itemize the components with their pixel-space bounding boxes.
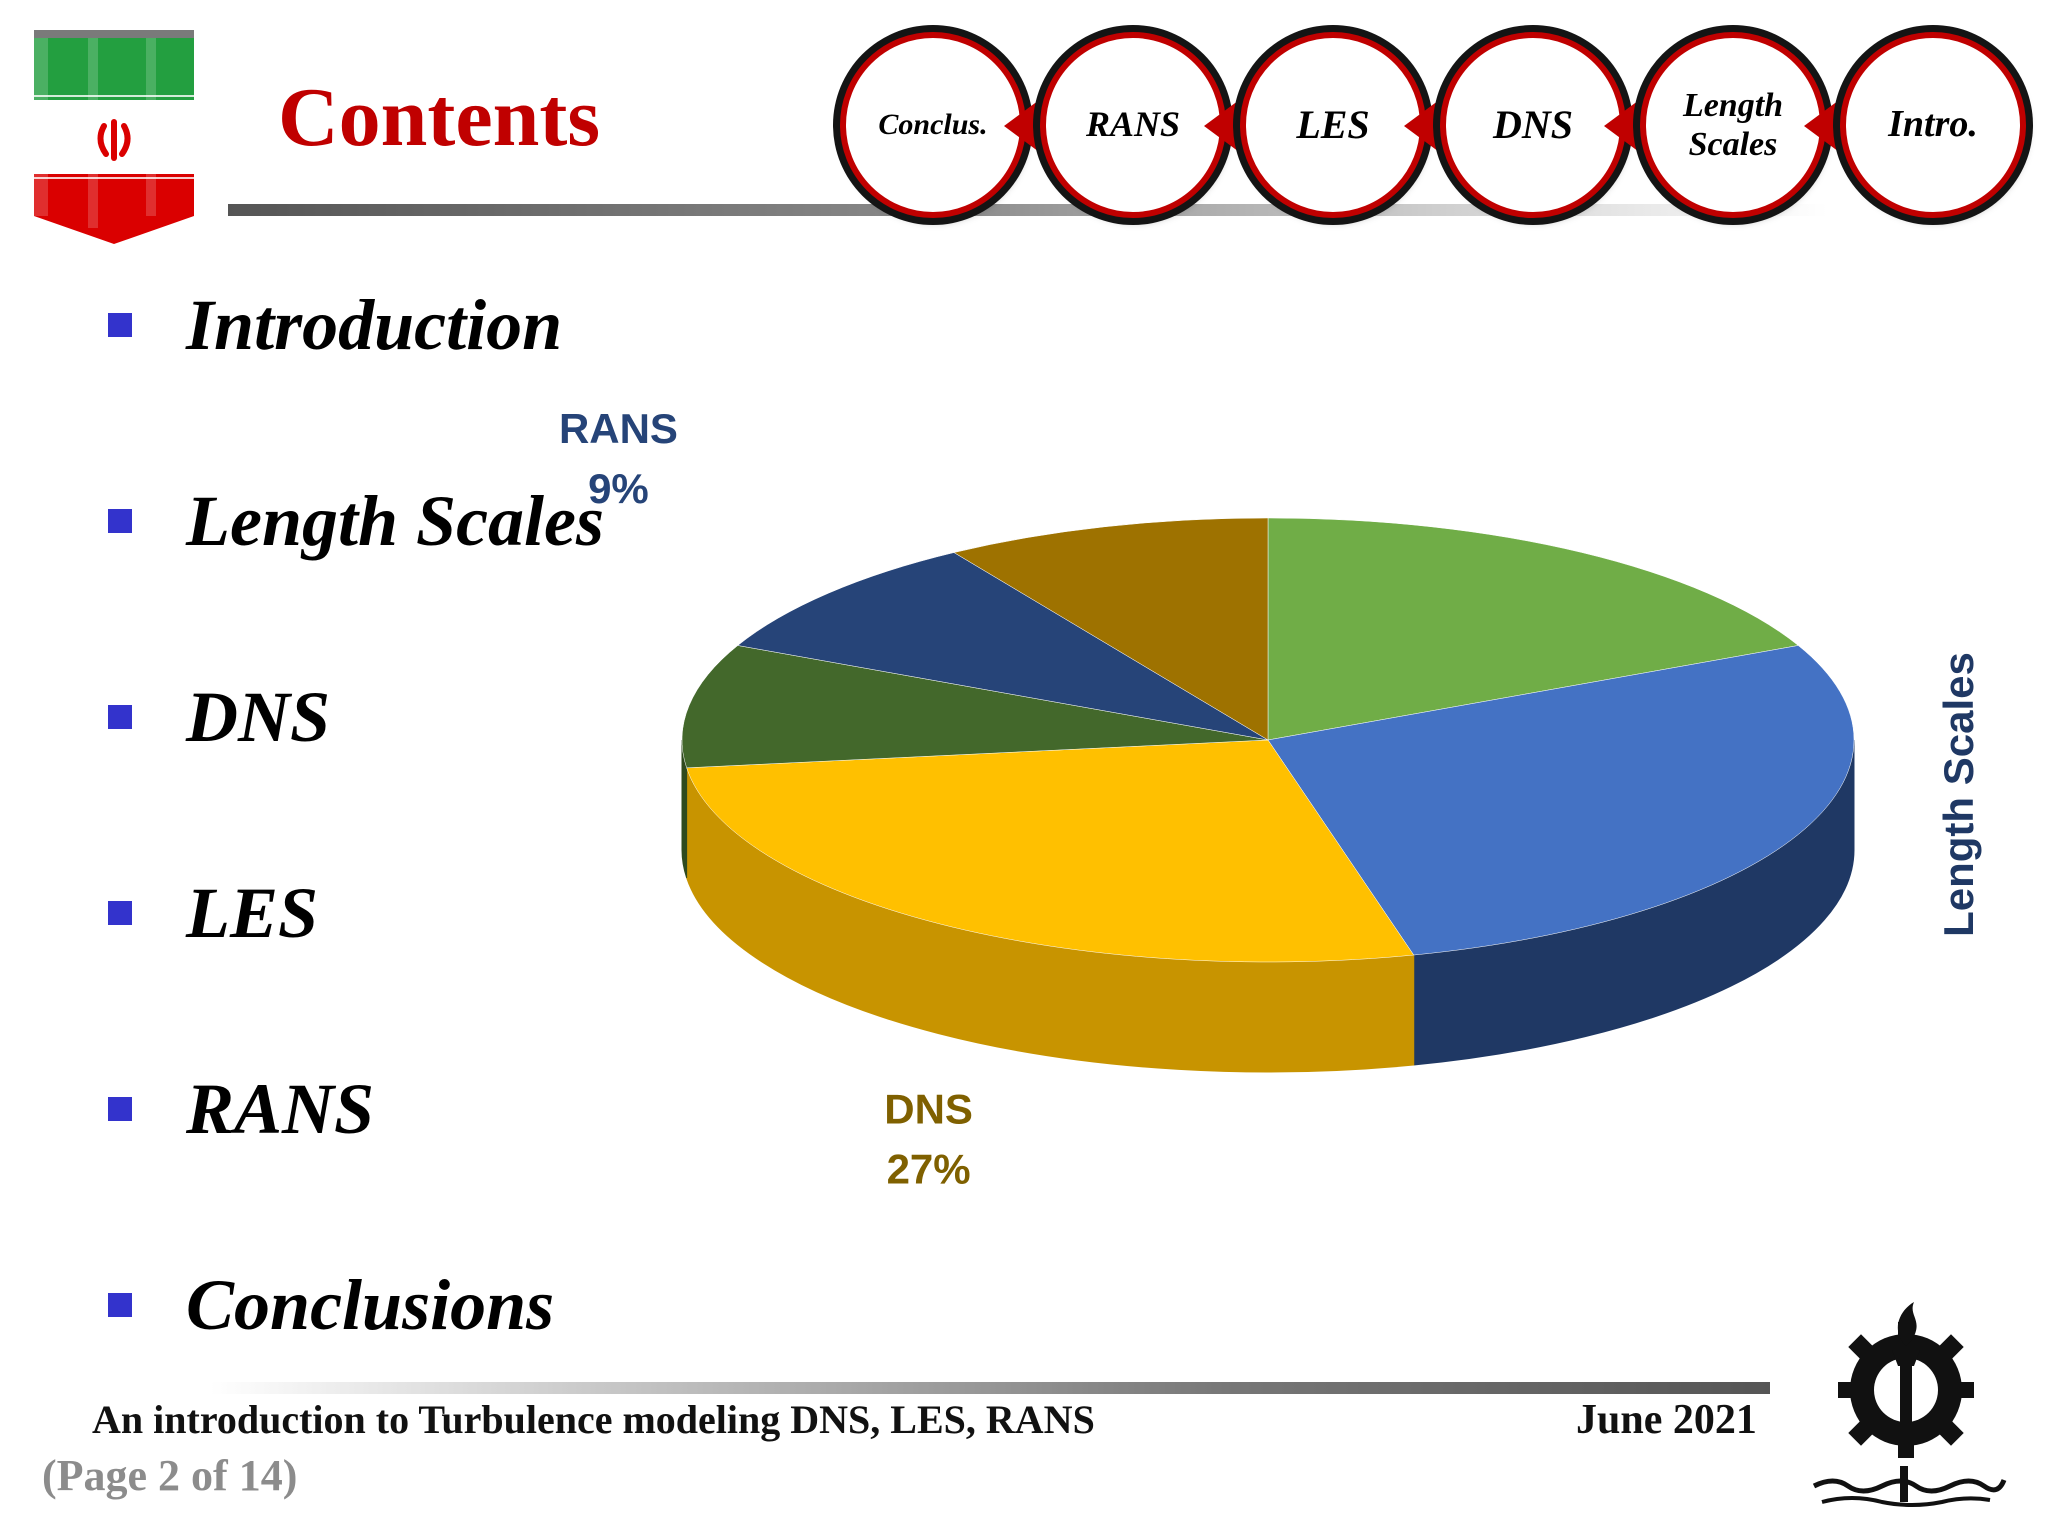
nav-label: LES xyxy=(1296,102,1370,147)
slice-value-label: 27% xyxy=(887,1146,971,1193)
list-item-label: LES xyxy=(186,872,319,953)
pie-slice-rans xyxy=(737,552,1269,741)
square-bullet-icon xyxy=(108,1097,132,1121)
pie-slice-dns xyxy=(686,739,1415,963)
list-item: Introduction xyxy=(108,280,562,370)
footer-date: June 2021 xyxy=(1576,1397,1757,1443)
square-bullet-icon xyxy=(108,901,132,925)
nav-label: Intro. xyxy=(1888,103,1978,146)
slice-label: RANS xyxy=(560,405,678,452)
list-item: RANS xyxy=(108,1064,374,1154)
list-item-label: RANS xyxy=(186,1068,375,1149)
nav-label: Conclus. xyxy=(878,107,988,141)
slice-label: DNS xyxy=(884,1086,973,1133)
nav-label: Scales xyxy=(1688,126,1778,163)
nav-circle-introduction[interactable]: Intro. xyxy=(1840,32,2026,218)
square-bullet-icon xyxy=(108,509,132,533)
square-bullet-icon xyxy=(108,705,132,729)
pie-chart: Introduction18%Length Scales28%DNS27%LES… xyxy=(560,405,2000,1193)
iran-university-science-technology-logo xyxy=(1812,1302,2007,1507)
nav-circle-dns[interactable]: DNS xyxy=(1440,32,1626,218)
list-item-label: Conclusions xyxy=(186,1264,555,1345)
slice-value-label: 28% xyxy=(1995,752,2000,836)
footer-divider xyxy=(210,1382,1770,1394)
iran-flag-banner-icon xyxy=(34,30,194,244)
pie-slice-les xyxy=(681,645,1269,769)
square-bullet-icon xyxy=(108,313,132,337)
nav-circle-les[interactable]: LES xyxy=(1240,32,1426,218)
square-bullet-icon xyxy=(108,1293,132,1317)
nav-label: DNS xyxy=(1492,102,1574,147)
nav-label: Length xyxy=(1682,86,1784,124)
nav-circle-conclusions[interactable]: Conclus. xyxy=(840,32,1026,218)
pie-slice-conclusions xyxy=(953,517,1269,741)
pie-slice-introduction xyxy=(1267,517,1799,741)
page-number: (Page 2 of 14) xyxy=(42,1451,298,1500)
list-item: Conclusions xyxy=(108,1260,554,1350)
nav-label: RANS xyxy=(1085,104,1181,145)
pie-slice-length-scales xyxy=(1267,645,1855,956)
slice-value-label: 9% xyxy=(588,465,649,512)
nav-circle-length-scales[interactable]: Length Scales xyxy=(1640,32,1826,218)
footer-title: An introduction to Turbulence modeling D… xyxy=(92,1397,1095,1442)
list-item: LES xyxy=(108,868,318,958)
slice-label: Length Scales xyxy=(1935,652,1982,937)
header-divider xyxy=(228,204,1828,216)
list-item: Length Scales xyxy=(108,476,604,566)
list-item-label: Introduction xyxy=(186,284,563,365)
nav-circle-rans[interactable]: RANS xyxy=(1040,32,1226,218)
list-item: DNS xyxy=(108,672,330,762)
list-item-label: DNS xyxy=(186,676,331,757)
list-item-label: Length Scales xyxy=(186,480,605,561)
page-title: Contents xyxy=(278,71,601,164)
